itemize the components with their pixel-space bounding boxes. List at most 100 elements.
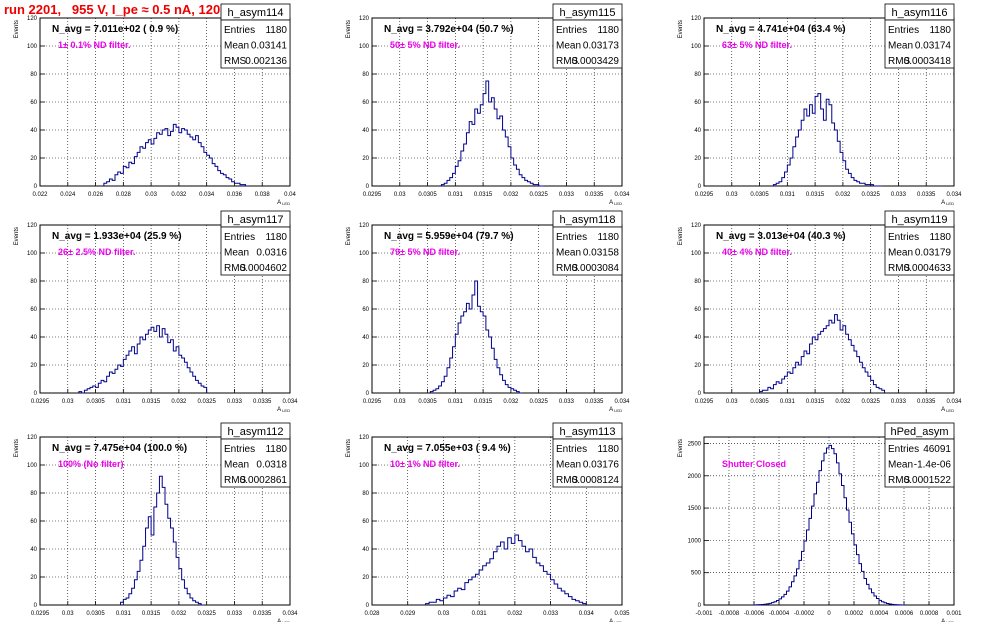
x-tick-label: 0.024 — [60, 192, 76, 198]
x-axis-label: A LED — [277, 619, 290, 622]
x-tick-label: 0.0004 — [870, 611, 889, 617]
y-tick-label: 100 — [691, 251, 702, 257]
histogram-line — [103, 123, 249, 187]
y-tick-label: 100 — [27, 44, 38, 50]
y-tick-label: 20 — [362, 575, 369, 581]
x-tick-label: 0.032 — [171, 192, 187, 198]
stats-value: 0.0008124 — [572, 475, 620, 486]
filter-label: 1± 0.1% ND filter. — [58, 40, 130, 50]
x-tick-label: 0.0295 — [695, 399, 714, 405]
stats-value: 1180 — [597, 444, 619, 455]
x-tick-label: 0.0315 — [142, 399, 161, 405]
stats-value: 0.03141 — [251, 41, 288, 52]
x-tick-label: -0.0006 — [744, 611, 765, 617]
x-tick-label: 0.031 — [780, 192, 796, 198]
stats-value: 0.0001522 — [904, 475, 952, 486]
stats-key: Entries — [556, 25, 587, 36]
stats-key: RMS — [888, 56, 911, 67]
histogram-line — [78, 325, 208, 394]
stats-value: 1180 — [597, 232, 619, 243]
y-tick-label: 60 — [362, 307, 369, 313]
x-tick-label: 0.0325 — [529, 399, 548, 405]
x-tick-label: 0.0315 — [806, 192, 825, 198]
y-tick-label: 1500 — [688, 506, 702, 512]
histogram-line — [120, 475, 204, 606]
x-tick-label: 0.038 — [255, 192, 271, 198]
x-tick-label: 0.03 — [726, 399, 738, 405]
histogram-panel-h_asym114: 0.022 0.024 0.026 0.028 0.03 0.032 0.034 0.036 0… — [14, 3, 296, 206]
stats-box — [884, 438, 955, 488]
x-tick-label: 0.035 — [614, 611, 630, 617]
x-tick-label: 0.0305 — [750, 192, 769, 198]
x-tick-label: 0 — [827, 611, 831, 617]
y-tick-label: 40 — [30, 128, 37, 134]
y-tick-label: 60 — [694, 100, 701, 106]
x-tick-label: 0.032 — [171, 611, 187, 617]
x-tick-label: 0.034 — [946, 399, 962, 405]
histogram-name: h_asym116 — [891, 7, 947, 19]
x-tick-label: 0.0295 — [363, 192, 382, 198]
x-tick-label: 0.0335 — [917, 192, 936, 198]
x-tick-label: 0.0295 — [31, 611, 50, 617]
x-tick-label: 0.0002 — [845, 611, 864, 617]
x-tick-label: 0.0325 — [861, 192, 880, 198]
y-axis-label: Events — [678, 439, 684, 457]
stats-box — [552, 438, 623, 488]
x-tick-label: 0.034 — [282, 611, 298, 617]
x-tick-label: 0.0325 — [529, 192, 548, 198]
y-tick-label: 100 — [27, 251, 38, 257]
stats-value: 0.002136 — [245, 56, 287, 67]
y-tick-label: 20 — [30, 156, 37, 162]
histogram-line — [772, 93, 882, 187]
stats-value: 1180 — [929, 232, 951, 243]
y-tick-label: 20 — [694, 363, 701, 369]
x-tick-label: 0.031 — [116, 399, 132, 405]
stats-value: 0.0003429 — [572, 56, 620, 67]
stats-key: Mean — [224, 248, 249, 259]
y-tick-label: 60 — [30, 100, 37, 106]
stats-value: 1180 — [265, 444, 287, 455]
y-axis-label: Events — [14, 439, 20, 457]
histogram-line — [429, 280, 522, 394]
x-tick-label: 0.0325 — [861, 399, 880, 405]
y-tick-label: 120 — [27, 435, 38, 441]
histogram-line — [753, 444, 905, 606]
y-tick-label: 0 — [366, 603, 370, 609]
stats-key: Mean — [888, 41, 913, 52]
stats-value: 0.0004602 — [240, 263, 288, 274]
stats-value: 0.0316 — [256, 248, 287, 259]
x-tick-label: 0.034 — [579, 611, 595, 617]
x-tick-label: 0.0305 — [86, 399, 105, 405]
histogram-name: h_asym118 — [559, 214, 615, 226]
y-tick-label: 0 — [34, 603, 38, 609]
x-tick-label: 0.0305 — [750, 399, 769, 405]
x-tick-label: 0.032 — [507, 611, 523, 617]
x-tick-label: 0.032 — [835, 192, 851, 198]
navg-label: N_avg = 7.475e+04 (100.0 %) — [52, 443, 187, 454]
x-tick-label: 0.033 — [559, 192, 575, 198]
x-tick-label: 0.031 — [448, 192, 464, 198]
x-tick-label: 0.0295 — [695, 192, 714, 198]
x-tick-label: 0.0335 — [253, 399, 272, 405]
y-tick-label: 100 — [691, 44, 702, 50]
x-axis-label: A LED — [277, 200, 290, 206]
stats-value: 0.0004633 — [904, 263, 952, 274]
x-tick-label: 0.03 — [726, 192, 738, 198]
stats-value: 0.0318 — [256, 460, 287, 471]
stats-key: Entries — [888, 25, 919, 36]
x-tick-label: -0.001 — [695, 611, 713, 617]
x-tick-label: 0.031 — [116, 611, 132, 617]
x-tick-label: 0.033 — [543, 611, 559, 617]
x-tick-label: 0.03 — [438, 611, 450, 617]
stats-value: 0.0003418 — [904, 56, 952, 67]
x-tick-label: -0.0004 — [769, 611, 790, 617]
x-axis-label: A LED — [609, 407, 622, 413]
stats-key: RMS — [224, 56, 247, 67]
stats-key: Entries — [556, 444, 587, 455]
stats-key: Mean — [556, 248, 581, 259]
x-tick-label: 0.0008 — [920, 611, 939, 617]
stats-key: RMS — [556, 263, 579, 274]
y-tick-label: 20 — [694, 156, 701, 162]
stats-value: 1180 — [265, 25, 287, 36]
